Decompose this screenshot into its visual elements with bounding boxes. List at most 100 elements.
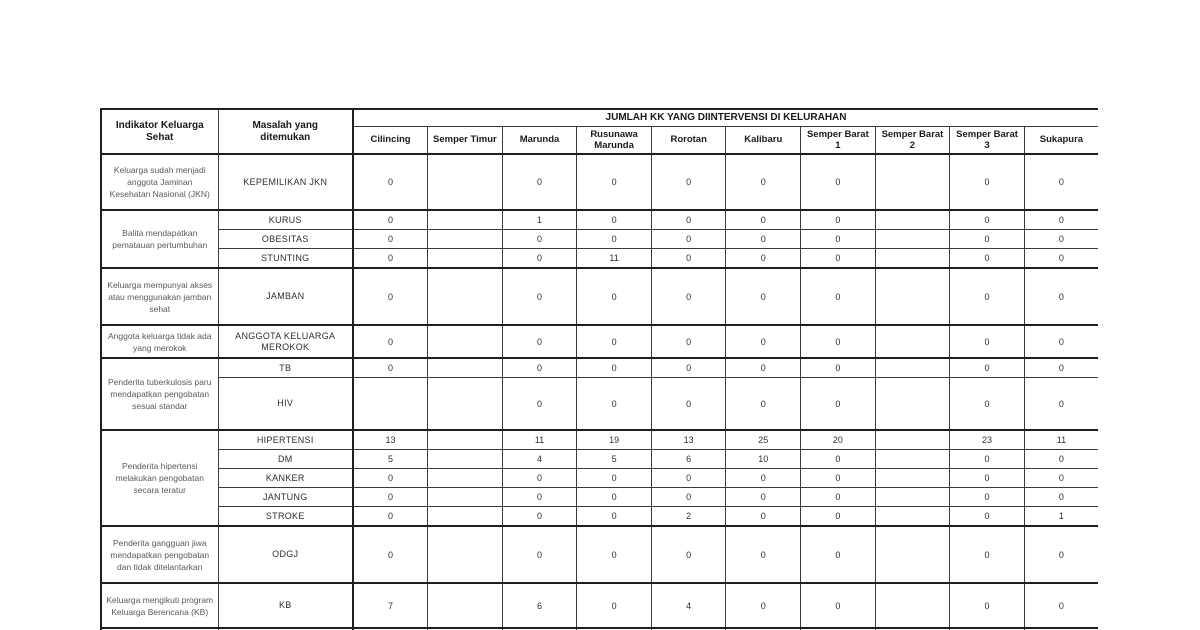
- value-cell: [427, 449, 503, 469]
- value-cell: 0: [725, 153, 802, 211]
- value-cell: 0: [800, 582, 876, 629]
- value-cell: 0: [576, 267, 652, 326]
- column-header-semper-timur: Semper Timur: [427, 125, 503, 155]
- value-cell: 0: [650, 468, 727, 488]
- value-cell: 0: [949, 525, 1025, 584]
- table-row: HIV 0 0 0 0 0 0 0: [101, 377, 1098, 431]
- value-cell: 0: [1023, 468, 1098, 488]
- value-cell: 0: [949, 324, 1025, 359]
- value-cell: 11: [1023, 429, 1098, 450]
- value-cell: 5: [352, 449, 429, 469]
- value-cell: 0: [501, 487, 578, 507]
- problem-cell: HIV: [217, 377, 354, 431]
- value-cell: 0: [1023, 229, 1098, 249]
- value-cell: 0: [576, 468, 652, 488]
- value-cell: [874, 229, 951, 249]
- value-cell: 0: [800, 468, 876, 488]
- value-cell: 0: [650, 487, 727, 507]
- problem-cell: KURUS: [217, 209, 354, 230]
- value-cell: 0: [725, 229, 802, 249]
- value-cell: [427, 267, 503, 326]
- value-cell: 0: [949, 248, 1025, 269]
- value-cell: 4: [501, 449, 578, 469]
- indicator-group: Penderita tuberkulosis paru mendapatkan …: [100, 357, 1098, 431]
- problem-cell: TB: [217, 357, 354, 378]
- column-header-rusunawa-marunda: Rusunawa Marunda: [576, 125, 652, 155]
- table-row: Keluarga mempunyai akses atau menggunaka…: [100, 267, 1098, 326]
- indicator-cell: Keluarga sudah menjadi anggota Jaminan K…: [100, 153, 219, 211]
- value-cell: [874, 324, 951, 359]
- indicator-cell: Keluarga mempunyai akses atau menggunaka…: [100, 267, 219, 326]
- value-cell: [874, 449, 951, 469]
- table-row: DM 5 4 5 6 10 0 0 0: [101, 449, 1098, 469]
- value-cell: 0: [949, 506, 1025, 527]
- problem-cell: KEPEMILIKAN JKN: [217, 153, 354, 211]
- value-cell: 0: [576, 153, 652, 211]
- health-intervention-sheet: Indikator Keluarga Sehat Masalah yang di…: [100, 108, 1098, 630]
- value-cell: 0: [501, 468, 578, 488]
- value-cell: [427, 525, 503, 584]
- value-cell: 0: [949, 582, 1025, 629]
- value-cell: 0: [800, 506, 876, 527]
- value-cell: 0: [1023, 449, 1098, 469]
- value-cell: 0: [725, 487, 802, 507]
- indicator-group: Keluarga sudah menjadi anggota Jaminan K…: [100, 153, 1098, 211]
- table-row: Penderita gangguan jiwa mendapatkan peng…: [100, 525, 1098, 584]
- value-cell: 0: [1023, 525, 1098, 584]
- value-cell: 0: [352, 357, 429, 378]
- value-cell: 0: [800, 377, 876, 431]
- value-cell: 0: [725, 209, 802, 230]
- indicator-cell: Penderita tuberkulosis paru mendapatkan …: [100, 357, 219, 431]
- value-cell: 0: [576, 525, 652, 584]
- problem-cell: KANKER: [217, 468, 354, 488]
- value-cell: 0: [501, 267, 578, 326]
- value-cell: 6: [501, 582, 578, 629]
- value-cell: 11: [501, 429, 578, 450]
- value-cell: 0: [949, 449, 1025, 469]
- value-cell: 0: [949, 153, 1025, 211]
- value-cell: 0: [725, 248, 802, 269]
- problem-cell: OBESITAS: [217, 229, 354, 249]
- value-cell: [874, 582, 951, 629]
- column-header-semper-barat-1: Semper Barat 1: [800, 125, 876, 155]
- column-header-masalah: Masalah yang ditemukan: [217, 108, 354, 155]
- value-cell: [874, 377, 951, 431]
- value-cell: 0: [501, 324, 578, 359]
- table-row: STROKE 0 0 0 2 0 0 0 1: [101, 506, 1098, 527]
- value-cell: 0: [576, 506, 652, 527]
- problem-cell: STROKE: [217, 506, 354, 527]
- table-row: STUNTING 0 0 11 0 0 0 0 0: [101, 248, 1098, 269]
- value-cell: 1: [501, 209, 578, 230]
- value-cell: 0: [1023, 324, 1098, 359]
- value-cell: 0: [1023, 487, 1098, 507]
- value-cell: 0: [1023, 267, 1098, 326]
- value-cell: 0: [800, 153, 876, 211]
- column-header-rorotan: Rorotan: [650, 125, 727, 155]
- value-cell: 0: [800, 324, 876, 359]
- indicator-group: Bayi mendapat air susu ibu (ASI) eksklus…: [100, 627, 1098, 630]
- value-cell: 0: [650, 209, 727, 230]
- value-cell: [427, 357, 503, 378]
- value-cell: 0: [725, 324, 802, 359]
- problem-cell: STUNTING: [217, 248, 354, 269]
- value-cell: 0: [725, 267, 802, 326]
- value-cell: 0: [501, 357, 578, 378]
- value-cell: 0: [352, 468, 429, 488]
- value-cell: [427, 153, 503, 211]
- value-cell: 0: [352, 248, 429, 269]
- value-cell: 0: [800, 209, 876, 230]
- table-row: Keluarga mengikuti program Keluarga Bere…: [100, 582, 1098, 629]
- column-header-semper-barat-3: Semper Barat 3: [949, 125, 1025, 155]
- value-cell: 0: [352, 267, 429, 326]
- value-cell: [874, 525, 951, 584]
- value-cell: 7: [352, 582, 429, 629]
- indicator-group: Anggota keluarga tidak ada yang merokok A…: [100, 324, 1098, 359]
- value-cell: 0: [501, 525, 578, 584]
- value-cell: 0: [650, 248, 727, 269]
- value-cell: [427, 209, 503, 230]
- value-cell: 0: [1023, 627, 1098, 630]
- value-cell: 0: [576, 229, 652, 249]
- value-cell: [427, 468, 503, 488]
- value-cell: 0: [725, 582, 802, 629]
- value-cell: 0: [501, 229, 578, 249]
